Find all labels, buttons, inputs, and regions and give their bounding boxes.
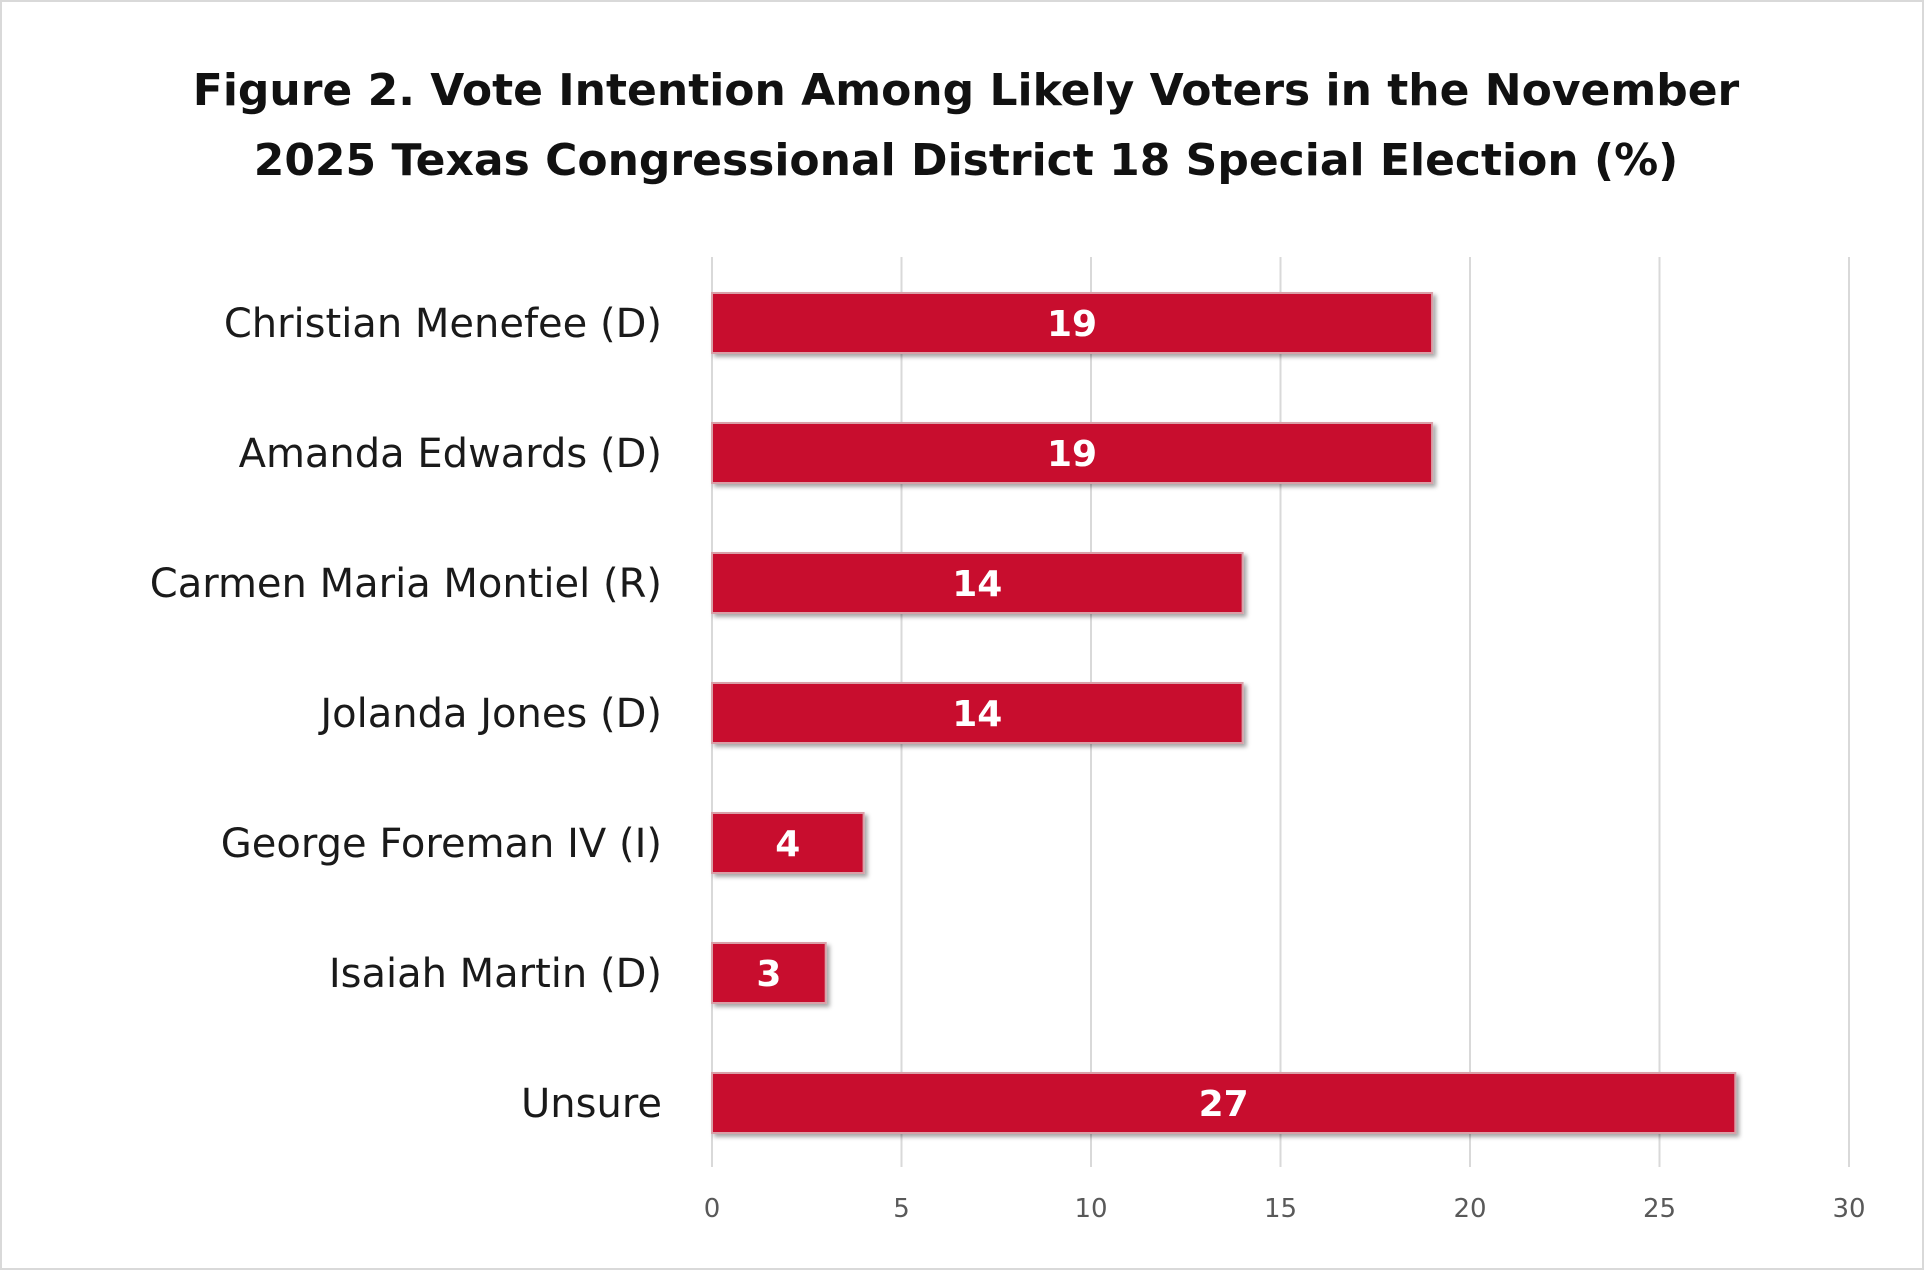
- x-tick-label-4: 20: [1453, 1194, 1486, 1224]
- x-tick-label-1: 5: [893, 1194, 910, 1224]
- data-label-5: 3: [756, 954, 781, 995]
- x-tick-labels: 0 5 10 15 20 25 30: [704, 1194, 1866, 1224]
- x-tick-label-0: 0: [704, 1194, 721, 1224]
- data-label-3: 14: [952, 694, 1002, 735]
- x-tick-label-2: 10: [1074, 1194, 1107, 1224]
- category-label-0: Christian Menefee (D): [224, 301, 662, 347]
- bar-1: [711, 422, 1434, 484]
- category-label-1: Amanda Edwards (D): [239, 431, 662, 477]
- chart-title-line-1: Figure 2. Vote Intention Among Likely Vo…: [193, 65, 1740, 116]
- data-label-4: 4: [775, 824, 800, 865]
- bar-3: [711, 682, 1244, 744]
- chart-title: Figure 2. Vote Intention Among Likely Vo…: [193, 65, 1740, 186]
- bar-2: [711, 552, 1244, 614]
- data-label-6: 27: [1199, 1084, 1249, 1125]
- bar-5: [711, 942, 827, 1004]
- bar-0: [711, 292, 1434, 354]
- category-label-6: Unsure: [521, 1081, 662, 1127]
- bar-4: [711, 812, 865, 874]
- data-label-1: 19: [1047, 434, 1097, 475]
- x-tick-label-6: 30: [1832, 1194, 1865, 1224]
- category-label-5: Isaiah Martin (D): [329, 951, 662, 997]
- category-labels: Christian Menefee (D) Amanda Edwards (D) C…: [150, 301, 662, 1127]
- x-tick-label-5: 25: [1643, 1194, 1676, 1224]
- category-label-4: George Foreman IV (I): [221, 821, 662, 867]
- category-label-3: Jolanda Jones (D): [317, 691, 662, 737]
- category-label-2: Carmen Maria Montiel (R): [150, 561, 662, 607]
- data-label-0: 19: [1047, 304, 1097, 345]
- bar-6: [711, 1072, 1737, 1134]
- chart-title-line-2: 2025 Texas Congressional District 18 Spe…: [254, 135, 1679, 186]
- x-tick-label-3: 15: [1264, 1194, 1297, 1224]
- data-label-2: 14: [952, 564, 1002, 605]
- bars: 19 19 14 14 4 3 27: [711, 292, 1737, 1134]
